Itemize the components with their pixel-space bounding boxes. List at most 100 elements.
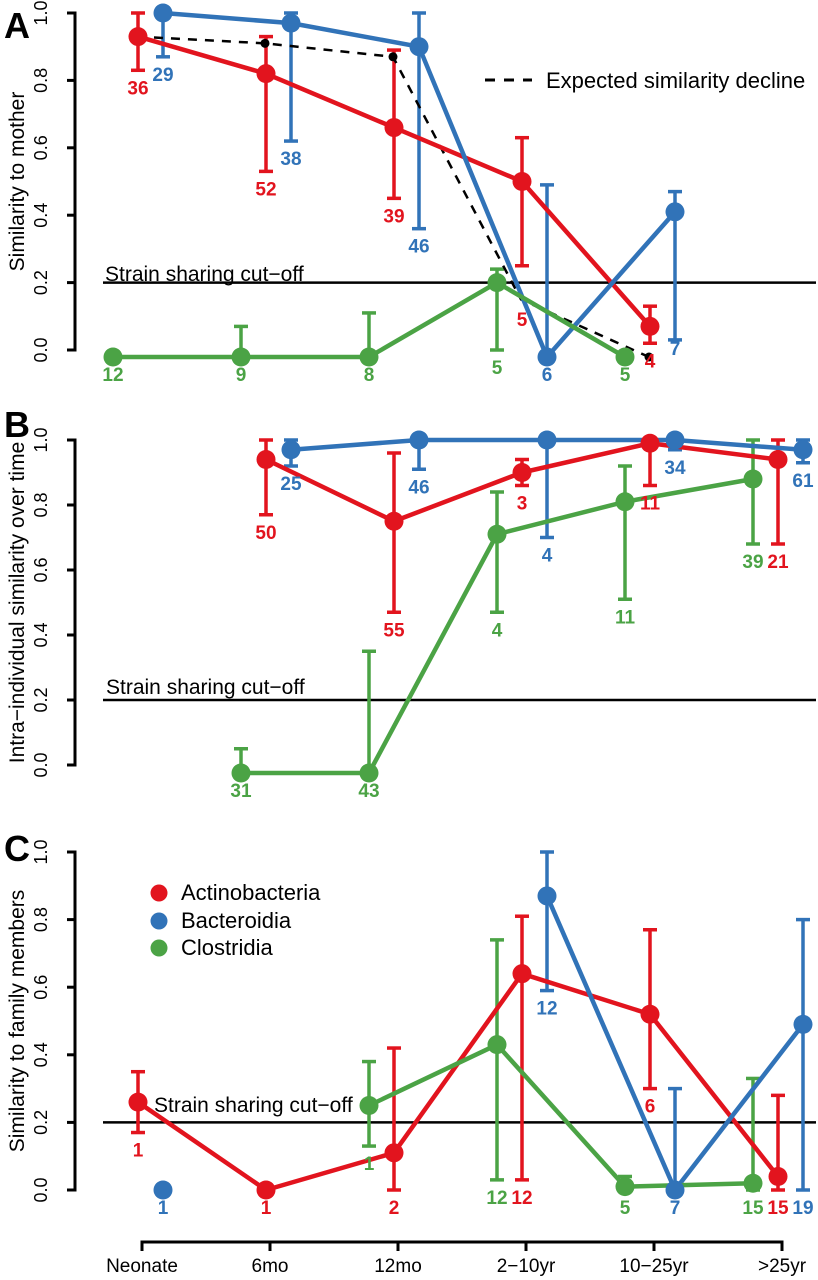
x-tick-label: Neonate [106,1256,178,1277]
sample-size-label: 52 [255,179,276,200]
y-tick-label: 0.6 [31,135,51,160]
sample-size-label: 7 [670,1198,681,1219]
y-tick-label: 0.2 [31,270,51,295]
data-point [793,1014,813,1034]
series-points-bacteroidia: 29 38 46 6 7 [152,3,685,386]
data-point [256,64,276,84]
data-point [384,511,404,531]
sample-size-label: 5 [620,1198,631,1219]
y-axis: 0.0 0.2 0.4 0.6 0.8 1.0 [31,427,77,778]
data-point [103,347,123,367]
y-tick-label: 0.0 [31,752,51,777]
data-point [615,347,635,367]
sample-size-label: 55 [383,620,405,641]
cutoff-label: Strain sharing cut−off [105,263,304,286]
legend-expected-decline: Expected similarity decline [485,68,805,93]
panel-c: C 0.0 0.2 0.4 0.6 0.8 1.0 Similarity to family … [4,828,816,1219]
x-tick-label: 12mo [374,1256,422,1277]
data-point [537,347,557,367]
y-axis-title: Similarity to mother [6,92,29,272]
y-tick-label: 0.0 [31,1177,51,1202]
sample-size-label: 1 [364,1154,375,1175]
data-point [665,430,685,450]
y-axis: 0.0 0.2 0.4 0.6 0.8 1.0 [31,0,77,363]
data-point [128,1092,148,1112]
sample-size-label: 9 [236,365,247,386]
sample-size-label: 12 [102,365,123,386]
data-point [640,433,660,453]
data-point [359,1096,379,1115]
data-point [512,964,532,984]
data-point [743,1173,763,1193]
sample-size-label: 4 [645,351,656,372]
series-points-bacteroidia: 25 46 4 34 61 [280,430,814,567]
y-tick-label: 0.0 [31,337,51,362]
sample-size-label: 1 [261,1198,272,1219]
data-point [768,450,788,469]
sample-size-label: 4 [492,620,503,641]
legend-dot-clostridia [150,939,168,957]
sample-size-label: 21 [767,552,789,573]
legend-dot-actinobacteria [150,884,168,902]
sample-size-label: 61 [792,471,814,492]
panel-letter: B [4,404,30,445]
y-tick-label: 0.8 [31,492,51,517]
data-point [487,273,507,293]
sample-size-label: 34 [664,458,686,479]
y-tick-label: 0.4 [31,1042,51,1067]
sample-size-label: 5 [620,365,631,386]
data-point [665,1180,685,1200]
data-point [537,886,557,906]
x-axis: Neonate 6mo 12mo 2−10yr 10−25yr >25yr [106,1240,807,1277]
series-points-actinobacteria: 50 55 3 11 21 [255,433,789,641]
sample-size-label: 46 [408,477,429,498]
series-points-actinobacteria: 36 52 39 5 4 [127,27,660,372]
sample-size-label: 12 [536,999,557,1020]
legend-dash-label: Expected similarity decline [546,68,805,93]
data-point [537,430,557,450]
sample-size-label: 6 [645,1097,656,1118]
data-point [512,463,532,482]
legend-label: Clostridia [181,935,273,960]
data-point [487,1035,507,1055]
sample-size-label: 46 [408,237,429,258]
cutoff-label: Strain sharing cut−off [154,1094,353,1117]
data-point [231,347,251,367]
x-tick-label: >25yr [758,1256,807,1277]
sample-size-label: 11 [640,494,661,515]
sample-size-label: 15 [767,1198,789,1219]
expected-decline-dot [388,52,398,62]
y-tick-label: 1.0 [31,427,51,452]
sample-size-label: 15 [742,1198,764,1219]
sample-size-label: 39 [742,552,763,573]
data-point [281,440,301,460]
series-line-clostridia [366,1042,756,1189]
sample-size-label: 5 [492,358,503,379]
legend-dot-bacteroidia [150,912,168,930]
data-point [231,763,251,783]
data-point [409,430,429,450]
data-point [640,1004,660,1024]
y-tick-label: 0.6 [31,975,51,1000]
sample-size-label: 43 [358,781,379,802]
legend-label: Bacteroidia [181,908,292,933]
data-point [384,1143,404,1163]
y-tick-label: 1.0 [31,839,51,864]
expected-decline-dot [260,38,270,48]
data-point [153,3,173,23]
data-point [409,37,429,57]
data-point [615,1177,635,1197]
sample-size-label: 12 [486,1188,507,1209]
data-point [665,202,685,222]
data-point [640,316,660,336]
sample-size-label: 25 [280,474,302,495]
y-tick-label: 0.2 [31,1110,51,1135]
sample-size-label: 36 [127,78,148,99]
sample-size-label: 1 [133,1141,144,1162]
series-points-clostridia: 1 12 5 15 [359,1035,764,1219]
sample-size-label: 38 [280,149,301,170]
series-points-clostridia: 12 9 8 5 5 [102,273,635,386]
